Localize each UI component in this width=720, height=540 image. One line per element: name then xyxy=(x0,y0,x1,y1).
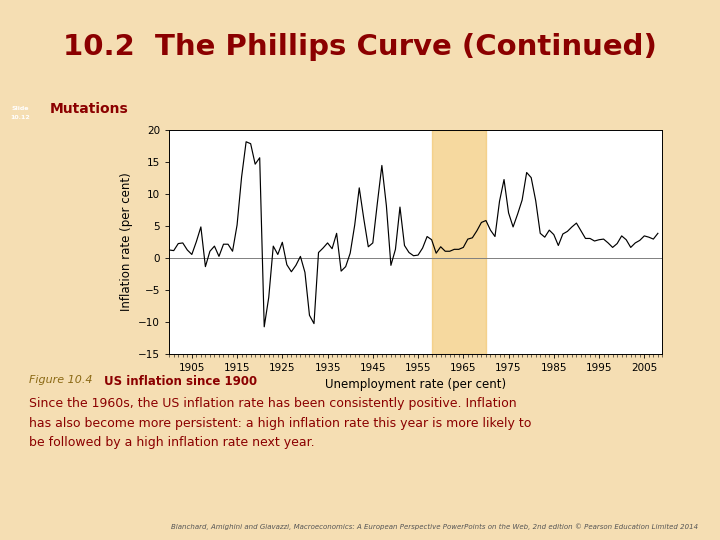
Text: Figure 10.4: Figure 10.4 xyxy=(29,375,92,386)
Text: Blanchard, Amighini and Giavazzi, Macroeconomics: A European Perspective PowerPo: Blanchard, Amighini and Giavazzi, Macroe… xyxy=(171,524,698,530)
Text: US inflation since 1900: US inflation since 1900 xyxy=(104,375,258,388)
X-axis label: Unemployment rate (per cent): Unemployment rate (per cent) xyxy=(325,379,506,392)
Text: has also become more persistent: a high inflation rate this year is more likely : has also become more persistent: a high … xyxy=(29,417,531,430)
Text: 10.2  The Phillips Curve (Continued): 10.2 The Phillips Curve (Continued) xyxy=(63,32,657,60)
Text: Since the 1960s, the US inflation rate has been consistently positive. Inflation: Since the 1960s, the US inflation rate h… xyxy=(29,397,516,410)
Text: be followed by a high inflation rate next year.: be followed by a high inflation rate nex… xyxy=(29,436,315,449)
Text: Slide: Slide xyxy=(11,106,29,111)
Y-axis label: Inflation rate (per cent): Inflation rate (per cent) xyxy=(120,172,132,311)
Text: Mutations: Mutations xyxy=(50,103,129,116)
Bar xyxy=(431,130,486,354)
Text: 10.12: 10.12 xyxy=(10,116,30,120)
